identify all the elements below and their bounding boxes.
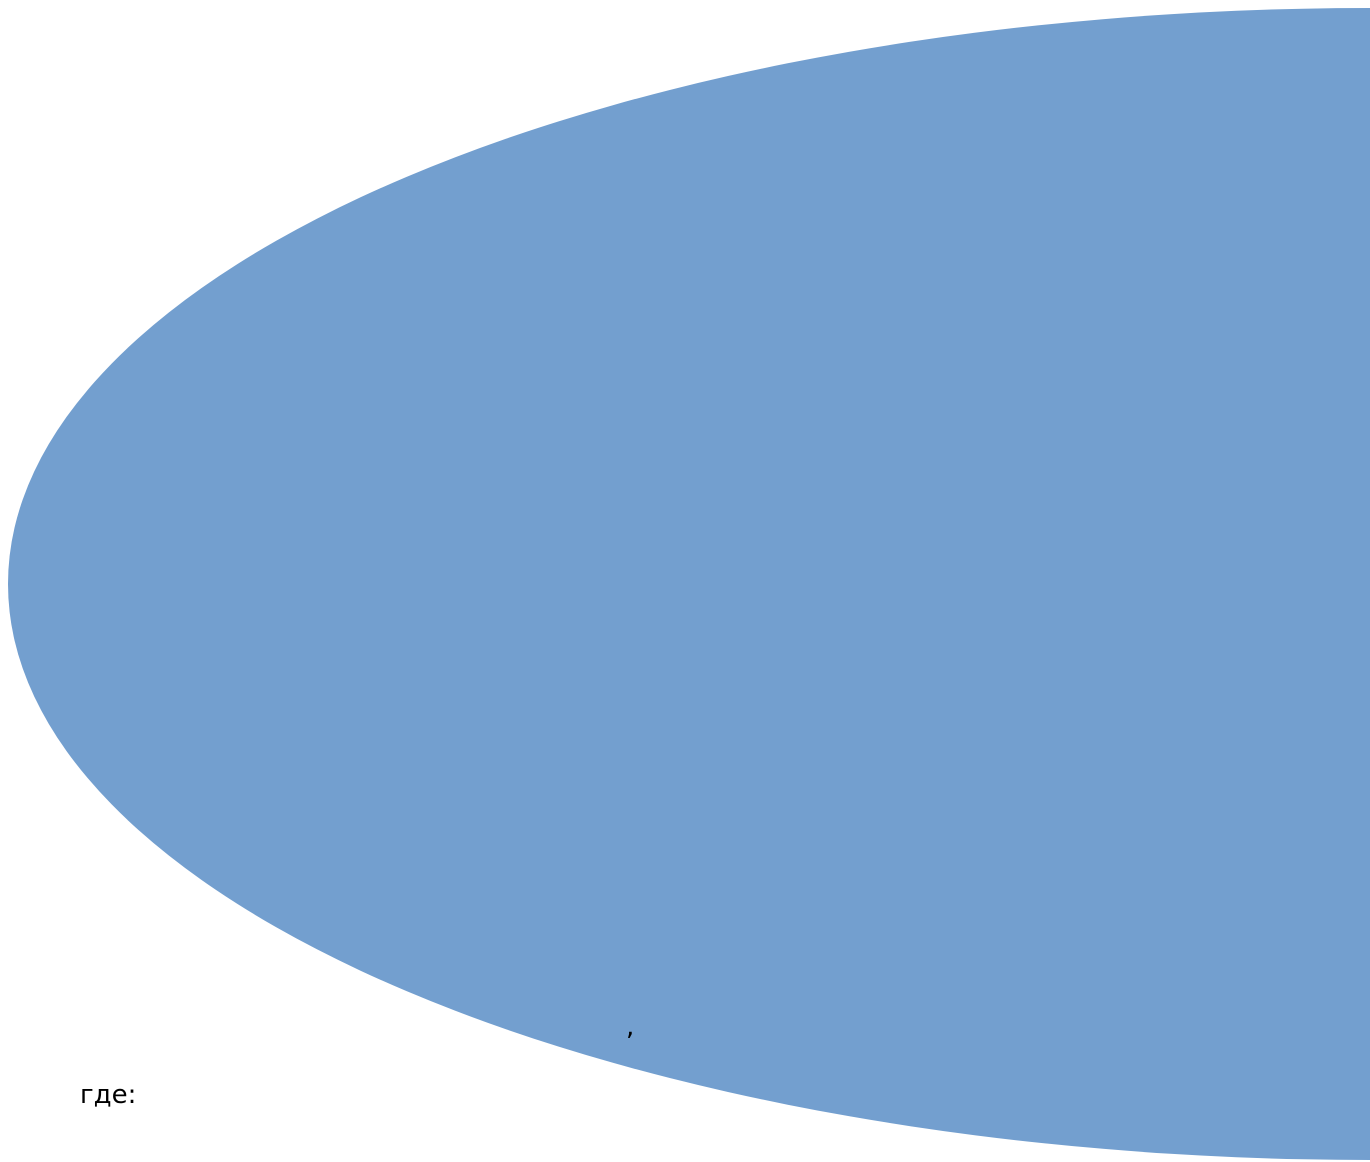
where-label: где:	[80, 1080, 137, 1110]
comma-text: ,	[626, 1012, 635, 1042]
ellipse	[8, 8, 1370, 1160]
